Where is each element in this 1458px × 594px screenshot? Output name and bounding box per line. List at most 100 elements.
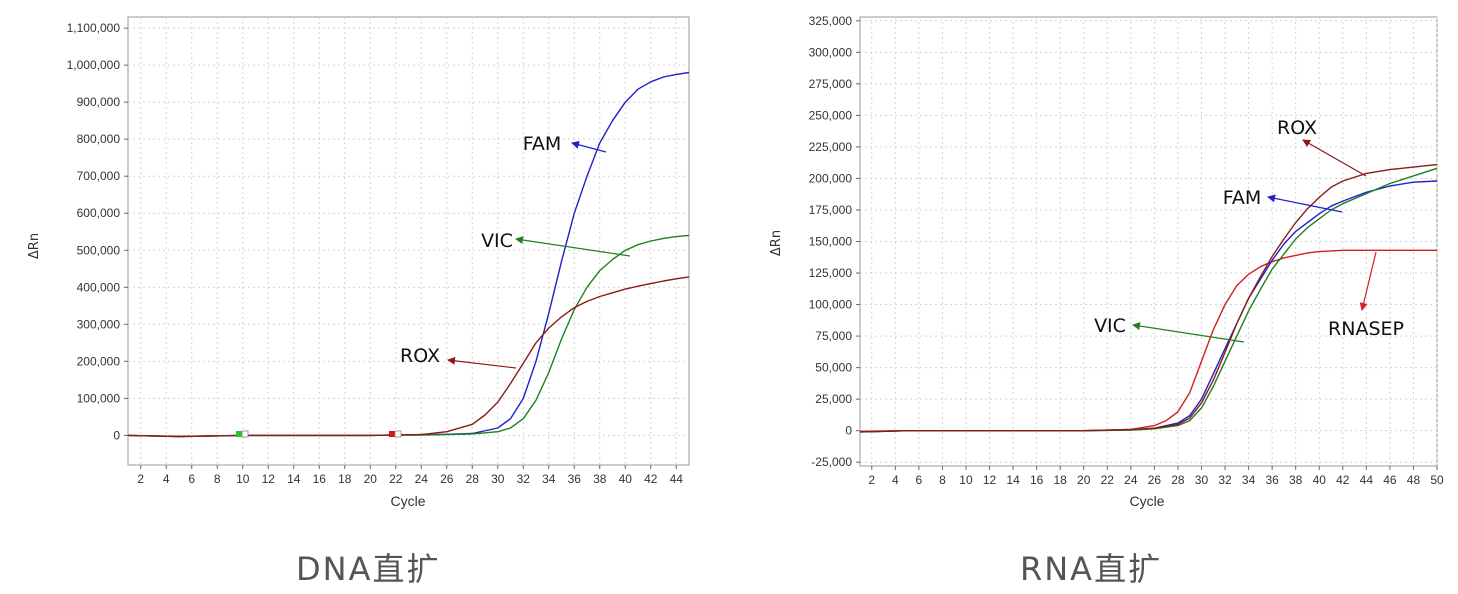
y-tick-label: 150,000 xyxy=(809,235,853,249)
x-tick-label: 44 xyxy=(670,472,684,486)
x-tick-label: 8 xyxy=(214,472,221,486)
x-tick-label: 30 xyxy=(1195,473,1209,487)
y-tick-label: 225,000 xyxy=(809,140,853,154)
baseline-marker xyxy=(389,431,395,437)
y-axis-label: ΔRn xyxy=(27,233,42,259)
x-tick-label: 6 xyxy=(188,472,195,486)
y-tick-label: 250,000 xyxy=(809,108,853,122)
x-tick-label: 24 xyxy=(415,472,429,486)
annotation-label-fam: FAM xyxy=(523,133,562,155)
annotation-label-vic: VIC xyxy=(1094,315,1126,337)
y-tick-label: 500,000 xyxy=(77,243,121,257)
x-tick-label: 44 xyxy=(1360,473,1374,487)
annotation-label-rox: ROX xyxy=(400,345,440,367)
y-tick-label: 1,000,000 xyxy=(67,58,121,72)
x-tick-label: 42 xyxy=(1336,473,1350,487)
x-tick-label: 12 xyxy=(262,472,276,486)
x-tick-label: 42 xyxy=(644,472,658,486)
x-tick-label: 12 xyxy=(983,473,997,487)
x-tick-label: 14 xyxy=(287,472,301,486)
series-line-rox xyxy=(127,276,690,438)
annotation-label-rox: ROX xyxy=(1277,117,1317,139)
y-tick-label: 400,000 xyxy=(77,280,121,294)
annotation-label-rnasep: RNASEP xyxy=(1328,318,1404,340)
y-tick-label: 300,000 xyxy=(77,317,121,331)
x-tick-label: 22 xyxy=(389,472,403,486)
y-tick-label: 275,000 xyxy=(809,77,853,91)
x-tick-label: 20 xyxy=(1077,473,1091,487)
chart-dna: 2 4 6 8 10 12 14 16 18 20 22 24 26 28 30 32 34 36 38 40 42 44… xyxy=(27,16,690,509)
y-tick-label: 900,000 xyxy=(77,95,121,109)
x-tick-label: 30 xyxy=(491,472,505,486)
x-tick-label: 2 xyxy=(868,473,875,487)
annotation-label-fam: FAM xyxy=(1223,187,1262,209)
x-tick-label: 14 xyxy=(1006,473,1020,487)
x-tick-label: 20 xyxy=(364,472,378,486)
x-tick-label: 16 xyxy=(313,472,327,486)
x-tick-label: 4 xyxy=(163,472,170,486)
x-tick-label: 18 xyxy=(338,472,352,486)
x-tick-label: 32 xyxy=(517,472,531,486)
x-tick-label: 10 xyxy=(236,472,250,486)
x-tick-label: 10 xyxy=(959,473,973,487)
x-tick-label: 28 xyxy=(466,472,480,486)
y-tick-label: 200,000 xyxy=(809,171,853,185)
plot-area xyxy=(127,16,690,466)
x-tick-label: 36 xyxy=(1265,473,1279,487)
x-tick-label: 22 xyxy=(1101,473,1115,487)
baseline-marker xyxy=(236,431,242,437)
y-tick-label: 1,100,000 xyxy=(67,21,121,35)
x-tick-label: 6 xyxy=(916,473,923,487)
y-tick-label: 600,000 xyxy=(77,206,121,220)
annotation-arrow xyxy=(1267,194,1343,213)
y-tick-label: 0 xyxy=(113,428,120,442)
x-tick-label: 40 xyxy=(1313,473,1327,487)
annotation-arrow xyxy=(1359,251,1377,311)
y-tick-label: 100,000 xyxy=(77,391,121,405)
x-tick-label: 18 xyxy=(1054,473,1068,487)
y-tick-label: 75,000 xyxy=(815,329,852,343)
x-tick-label: 38 xyxy=(1289,473,1303,487)
x-tick-label: 16 xyxy=(1030,473,1044,487)
y-tick-label: 700,000 xyxy=(77,169,121,183)
y-tick-label: 300,000 xyxy=(809,45,853,59)
x-tick-label: 26 xyxy=(440,472,454,486)
baseline-marker xyxy=(241,430,249,438)
chart-rna: 2 4 6 8 10 12 14 16 18 20 22 24 26 28 30 32 34 36 38 40 42 44… xyxy=(769,14,1444,509)
caption-rna-amplification: RNA直扩 xyxy=(1020,550,1163,588)
y-tick-label: 800,000 xyxy=(77,132,121,146)
y-axis-label: ΔRn xyxy=(769,230,784,256)
y-tick-label: 175,000 xyxy=(809,203,853,217)
caption-dna-amplification: DNA直扩 xyxy=(296,550,441,588)
x-tick-label: 40 xyxy=(619,472,633,486)
x-tick-label: 28 xyxy=(1171,473,1185,487)
x-tick-label: 36 xyxy=(568,472,582,486)
x-tick-label: 46 xyxy=(1383,473,1397,487)
annotation-arrow xyxy=(1132,322,1245,343)
x-axis-label: Cycle xyxy=(1129,493,1164,509)
x-tick-label: 34 xyxy=(1242,473,1256,487)
baseline-marker xyxy=(394,430,402,438)
annotation-arrow xyxy=(447,356,517,369)
x-axis-label: Cycle xyxy=(390,493,425,509)
x-tick-label: 48 xyxy=(1407,473,1421,487)
x-tick-label: 32 xyxy=(1218,473,1232,487)
x-tick-label: 4 xyxy=(892,473,899,487)
x-tick-label: 50 xyxy=(1430,473,1444,487)
x-tick-label: 38 xyxy=(593,472,607,486)
y-tick-label: 200,000 xyxy=(77,354,121,368)
x-tick-label: 34 xyxy=(542,472,556,486)
annotation-label-vic: VIC xyxy=(481,230,513,252)
x-tick-label: 24 xyxy=(1124,473,1138,487)
annotation-arrow xyxy=(1302,139,1367,177)
x-tick-label: 8 xyxy=(939,473,946,487)
annotation-arrow xyxy=(571,140,607,153)
y-tick-label: 325,000 xyxy=(809,14,853,28)
y-tick-label: 25,000 xyxy=(815,392,852,406)
y-tick-label: 50,000 xyxy=(815,361,852,375)
series-line-rox xyxy=(859,163,1438,433)
y-tick-label: 0 xyxy=(845,424,852,438)
y-tick-label: 125,000 xyxy=(809,266,853,280)
y-tick-label: 100,000 xyxy=(809,298,853,312)
